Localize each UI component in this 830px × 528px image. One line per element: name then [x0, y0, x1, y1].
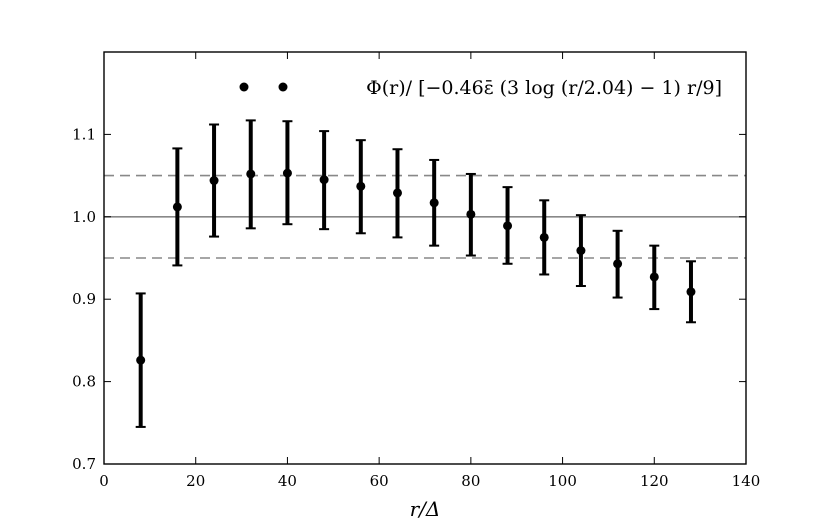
y-tick-label: 0.7 [72, 455, 96, 473]
x-tick-label: 120 [640, 472, 669, 490]
reference-lines [104, 174, 746, 259]
x-tick-label: 20 [186, 472, 205, 490]
data-point [503, 221, 513, 231]
legend: Φ(r)/ [−0.46ε̄ (3 log (r/2.04) − 1) r/9] [239, 77, 722, 99]
error-bars [135, 119, 696, 428]
x-tick-label: 80 [461, 472, 480, 490]
axis-ticks: 0 20 40 60 80 100 120 140 0.7 0.8 0.9 1.0 1.1 [72, 52, 760, 490]
plot-frame [103, 51, 747, 465]
data-point [136, 355, 146, 365]
data-point [282, 168, 292, 178]
data-point [172, 202, 182, 212]
data-point [539, 232, 549, 242]
data-point [613, 259, 623, 269]
x-tick-label: 0 [99, 472, 109, 490]
data-point [392, 188, 402, 198]
x-tick-label: 100 [548, 472, 577, 490]
data-point [319, 175, 329, 185]
data-point [209, 176, 219, 186]
y-tick-label: 1.0 [72, 208, 96, 226]
x-tick-label: 140 [732, 472, 761, 490]
data-points [136, 168, 696, 365]
data-point [356, 181, 366, 191]
y-tick-label: 0.8 [72, 373, 96, 391]
data-point [576, 246, 586, 256]
y-tick-label: 1.1 [72, 125, 96, 143]
data-point [429, 198, 439, 208]
legend-marker [239, 82, 249, 92]
data-point [686, 287, 696, 297]
data-point [466, 209, 476, 219]
data-point [246, 169, 256, 179]
y-tick-label: 0.9 [72, 290, 96, 308]
x-axis-title: r/Δ [410, 497, 441, 521]
x-tick-label: 60 [370, 472, 389, 490]
data-point [649, 272, 659, 282]
legend-marker [278, 82, 288, 92]
x-tick-label: 40 [278, 472, 297, 490]
legend-label: Φ(r)/ [−0.46ε̄ (3 log (r/2.04) − 1) r/9] [366, 77, 722, 99]
